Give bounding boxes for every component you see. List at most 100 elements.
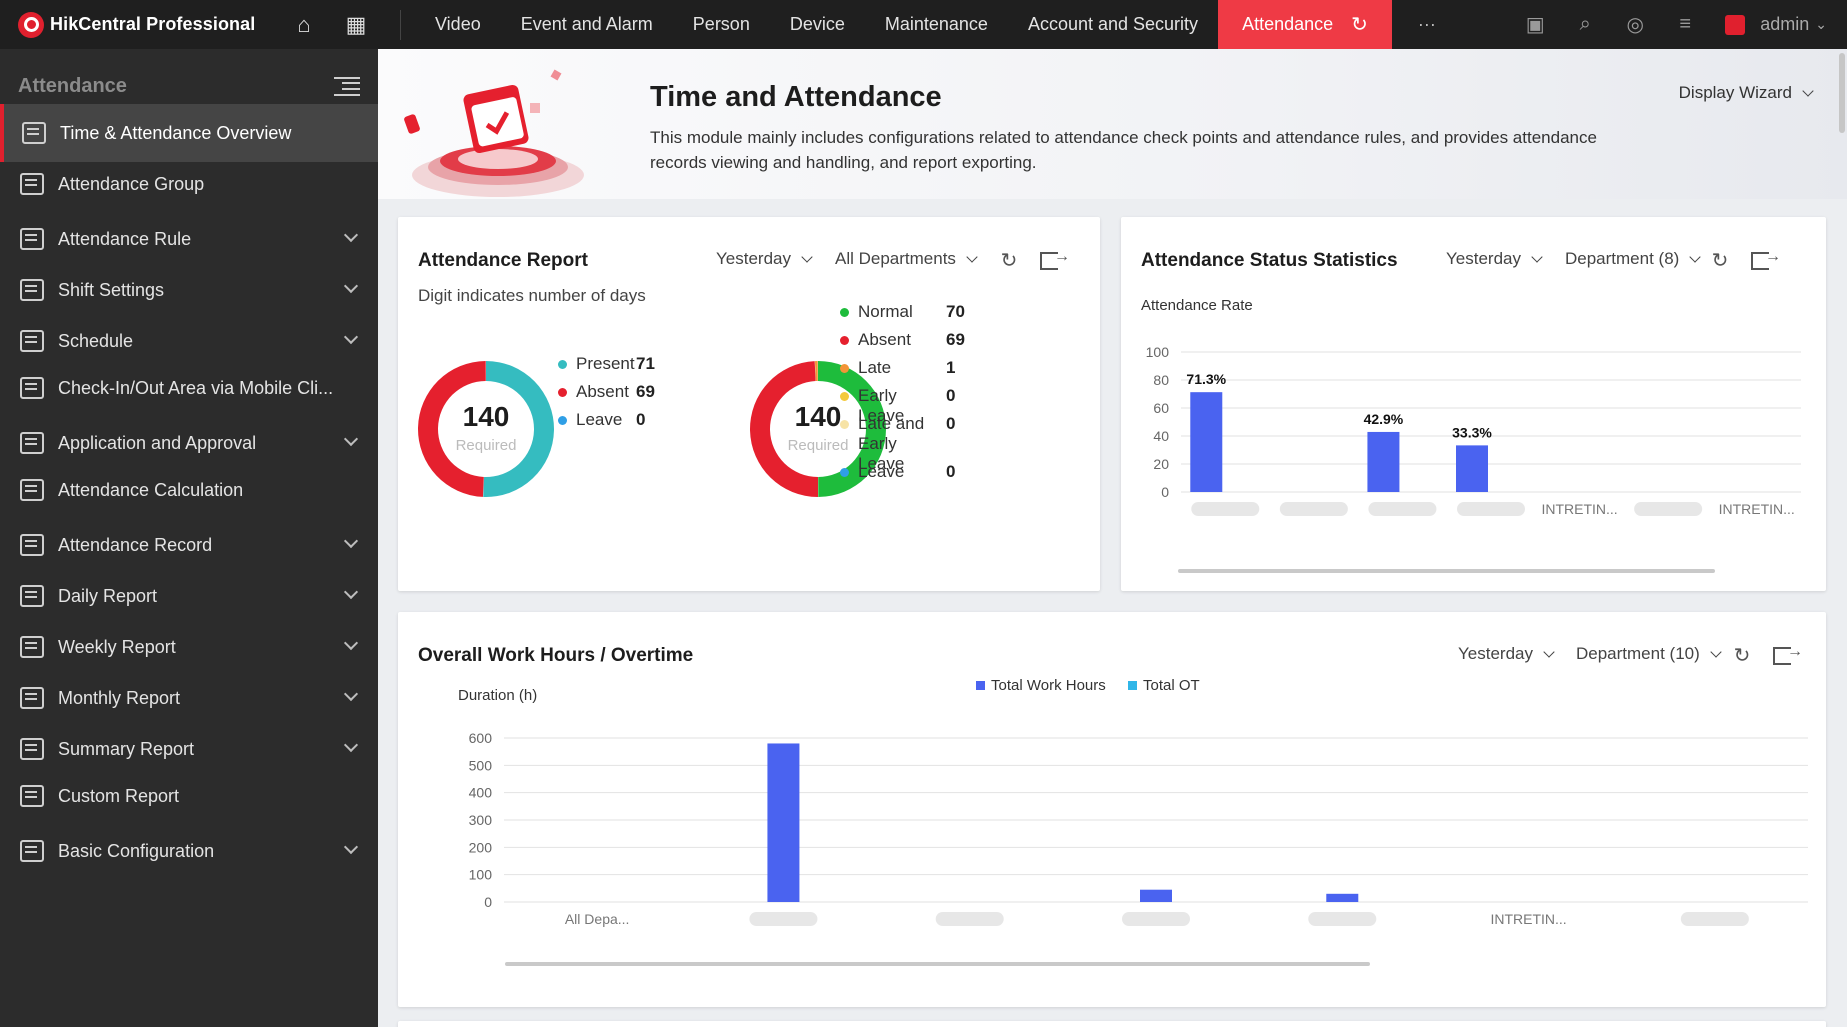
sidebar-item-check-in-out-area-via-mobile-cli[interactable]: Check-In/Out Area via Mobile Cli... [0, 359, 378, 417]
nav-device[interactable]: Device [789, 14, 845, 34]
legend-label[interactable]: Total Work Hours [991, 677, 1106, 694]
report-period-dropdown[interactable]: Yesterday [716, 249, 813, 269]
refresh-icon[interactable]: ↻ [1711, 249, 1729, 272]
sidebar-item-weekly-report[interactable]: Weekly Report [0, 618, 378, 676]
chevron-down-icon[interactable] [343, 533, 359, 549]
chart-horizontal-scrollbar[interactable] [505, 962, 1370, 966]
sidebar-item-basic-configuration[interactable]: Basic Configuration [0, 822, 378, 880]
nav-video[interactable]: Video [435, 14, 481, 34]
more-nav-button[interactable]: ··· [1417, 14, 1436, 34]
chevron-down-icon[interactable] [343, 329, 359, 345]
legend-item[interactable]: Absent [840, 330, 936, 350]
attendance-report-card: Attendance Report Digit indicates number… [398, 217, 1100, 591]
sidebar-item-time-attendance-overview[interactable]: Time & Attendance Overview [0, 104, 378, 162]
chevron-down-icon[interactable] [343, 686, 359, 702]
calendar-icon[interactable]: ▣ [1525, 14, 1545, 36]
legend-item[interactable]: Normal [840, 302, 936, 322]
nav-maintenance[interactable]: Maintenance [884, 14, 988, 34]
refresh-icon[interactable]: ↻ [1000, 249, 1018, 272]
nav-attendance[interactable]: Attendance ↻ [1218, 0, 1392, 49]
app-logo[interactable]: HikCentral Professional [0, 0, 278, 49]
sidebar-item-label: Attendance Calculation [58, 479, 244, 500]
donut-slice-present[interactable] [483, 361, 554, 497]
sidebar-item-summary-report[interactable]: Summary Report [0, 720, 378, 778]
sidebar-item-label: Weekly Report [58, 636, 176, 657]
legend-item[interactable]: Late [840, 358, 936, 378]
sidebar-item-application-and-approval[interactable]: Application and Approval [0, 414, 378, 472]
display-wizard-dropdown[interactable]: Display Wizard [1679, 83, 1814, 103]
data-label: 42.9% [1364, 411, 1404, 427]
sidebar-item-daily-report[interactable]: Daily Report [0, 567, 378, 625]
notification-icon[interactable] [1725, 14, 1746, 35]
menu-list-icon[interactable]: ≡ [1679, 13, 1692, 35]
legend-item[interactable]: Late and Early Leave [840, 414, 936, 474]
y-tick-label: 20 [1153, 456, 1169, 472]
bar-2[interactable] [1367, 431, 1400, 492]
y-tick-label: 100 [1146, 344, 1170, 360]
report-scope-dropdown[interactable]: All Departments [835, 249, 978, 269]
sidebar-item-attendance-record[interactable]: Attendance Record [0, 516, 378, 574]
donut-slice-late[interactable] [814, 361, 818, 382]
bar-total-work-hours-3[interactable] [1140, 889, 1172, 902]
search-icon[interactable]: ⌕ [1579, 13, 1591, 35]
legend-item[interactable]: Absent [558, 382, 629, 402]
legend-item[interactable]: Early Leave [840, 386, 936, 426]
sidebar-item-shift-settings[interactable]: Shift Settings [0, 261, 378, 319]
legend-value: 69 [636, 382, 655, 401]
report-period-label: Yesterday [716, 249, 791, 268]
chevron-down-icon[interactable] [343, 227, 359, 243]
sidebar-item-label: Application and Approval [58, 432, 257, 453]
chevron-down-icon[interactable] [343, 839, 359, 855]
bar-total-work-hours-4[interactable] [1326, 893, 1359, 902]
y-tick-label: 0 [1161, 484, 1169, 500]
application-and-approval-icon [20, 432, 44, 454]
refresh-icon[interactable]: ↻ [1733, 644, 1751, 667]
chevron-down-icon[interactable] [343, 584, 359, 600]
bar-3[interactable] [1456, 445, 1488, 492]
chevron-down-icon[interactable] [343, 278, 359, 294]
sidebar-item-attendance-calculation[interactable]: Attendance Calculation [0, 461, 378, 519]
apps-grid-icon[interactable]: ▦ [345, 11, 367, 37]
legend-item[interactable]: Leave [840, 462, 936, 482]
nav-event-and-alarm[interactable]: Event and Alarm [520, 14, 653, 34]
donut-slice-absent[interactable] [418, 361, 486, 497]
legend-value: 0 [636, 410, 646, 429]
legend-label[interactable]: Total OT [1143, 677, 1200, 694]
scrollbar[interactable] [1839, 53, 1845, 133]
chart-horizontal-scrollbar[interactable] [1178, 569, 1715, 573]
bar-0[interactable] [1190, 392, 1223, 492]
username: admin [1760, 14, 1810, 34]
export-icon[interactable] [1038, 248, 1070, 272]
chevron-down-icon [801, 251, 813, 263]
sidebar-item-schedule[interactable]: Schedule [0, 312, 378, 370]
collapse-sidebar-icon[interactable] [334, 76, 360, 96]
x-tick-label-blurred [1634, 502, 1703, 516]
sidebar-item-attendance-group[interactable]: Attendance Group [0, 155, 378, 213]
legend-item[interactable]: Leave [558, 410, 626, 430]
bar-total-work-hours-1[interactable] [767, 743, 800, 902]
sidebar-item-attendance-rule[interactable]: Attendance Rule [0, 210, 378, 268]
legend-item[interactable]: Present [558, 354, 635, 374]
chevron-down-icon[interactable] [343, 635, 359, 651]
donut-slice-absent[interactable] [749, 361, 818, 498]
sidebar-item-monthly-report[interactable]: Monthly Report [0, 669, 378, 727]
workhours-scope-dropdown[interactable]: Department (10) [1576, 644, 1722, 664]
chevron-down-icon[interactable] [343, 737, 359, 753]
chevron-down-icon[interactable] [343, 431, 359, 447]
compass-icon[interactable]: ◎ [1626, 14, 1644, 36]
sidebar-item-label: Shift Settings [58, 279, 165, 300]
export-icon[interactable] [1749, 248, 1781, 272]
workhours-period-dropdown[interactable]: Yesterday [1458, 644, 1555, 664]
sidebar-item-custom-report[interactable]: Custom Report [0, 767, 378, 825]
status-period-dropdown[interactable]: Yesterday [1446, 249, 1543, 269]
schedule-icon [20, 330, 44, 352]
nav-person[interactable]: Person [692, 14, 750, 34]
home-icon[interactable]: ⌂ [297, 11, 311, 37]
y-axis-label: Duration (h) [458, 687, 537, 704]
donut-slice-normal[interactable] [818, 361, 886, 497]
nav-account-and-security[interactable]: Account and Security [1027, 14, 1199, 34]
status-scope-dropdown[interactable]: Department (8) [1565, 249, 1701, 269]
export-icon[interactable] [1771, 643, 1803, 667]
refresh-icon[interactable]: ↻ [1351, 14, 1368, 36]
user-menu[interactable]: admin ⌄ [1760, 14, 1827, 35]
